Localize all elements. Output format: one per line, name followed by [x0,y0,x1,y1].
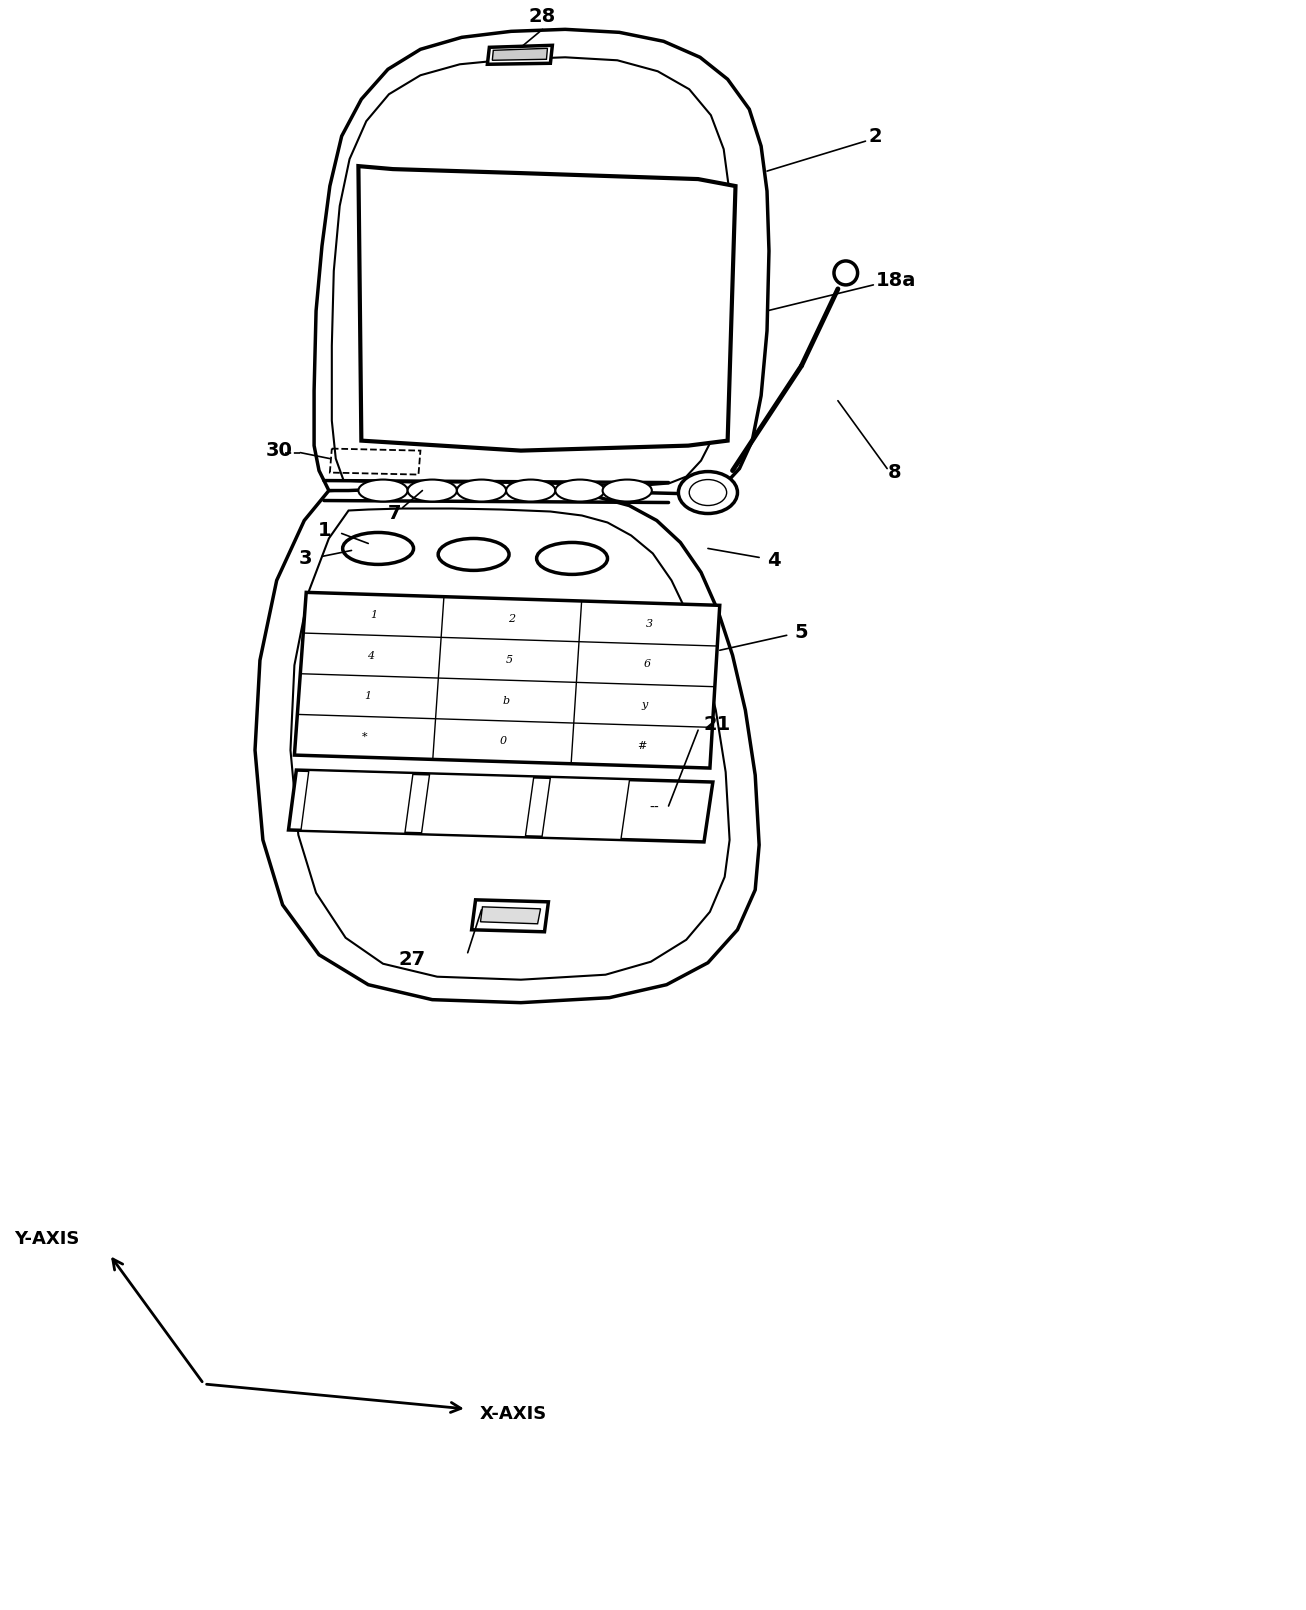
Text: 21: 21 [703,715,730,734]
Text: 2: 2 [868,127,882,145]
Text: 2: 2 [508,613,515,625]
Text: Y-AXIS: Y-AXIS [14,1230,80,1248]
Polygon shape [481,906,541,924]
Text: 1: 1 [370,610,377,620]
Ellipse shape [507,480,555,502]
Ellipse shape [537,543,607,575]
Ellipse shape [690,480,726,506]
Ellipse shape [438,538,509,570]
Text: *: * [362,733,368,742]
Text: 1: 1 [364,691,371,702]
Text: 30: 30 [265,441,293,460]
Text: 8: 8 [888,464,902,481]
Polygon shape [255,488,759,1003]
Text: 28: 28 [529,6,556,26]
Polygon shape [471,900,549,932]
Text: 1: 1 [319,522,332,539]
Polygon shape [290,509,730,980]
Text: X-AXIS: X-AXIS [479,1406,547,1423]
Polygon shape [315,29,769,494]
Polygon shape [422,774,534,837]
Ellipse shape [342,533,414,565]
Text: 3: 3 [646,618,653,628]
Ellipse shape [602,480,652,502]
Text: #: # [637,741,646,750]
Text: 5: 5 [505,655,512,665]
Ellipse shape [835,261,858,285]
Ellipse shape [407,480,457,502]
Ellipse shape [678,472,738,514]
Text: 0: 0 [500,736,507,747]
Text: --: -- [649,802,658,815]
Polygon shape [542,778,629,839]
Text: 27: 27 [400,950,426,969]
Polygon shape [289,770,713,842]
Text: 6: 6 [644,658,650,670]
Text: 18a: 18a [875,272,916,290]
Polygon shape [294,592,720,768]
Ellipse shape [457,480,507,502]
Text: 5: 5 [794,623,808,642]
Ellipse shape [555,480,605,502]
Text: b: b [503,696,509,705]
Text: y: y [641,700,648,710]
Text: 7: 7 [388,504,401,523]
Polygon shape [492,48,547,60]
Polygon shape [358,166,735,451]
Text: 4: 4 [367,650,375,660]
Polygon shape [332,58,731,486]
Polygon shape [300,771,413,834]
Ellipse shape [358,480,407,502]
Polygon shape [487,45,552,64]
Text: 4: 4 [767,551,781,570]
Text: 3: 3 [299,549,312,568]
